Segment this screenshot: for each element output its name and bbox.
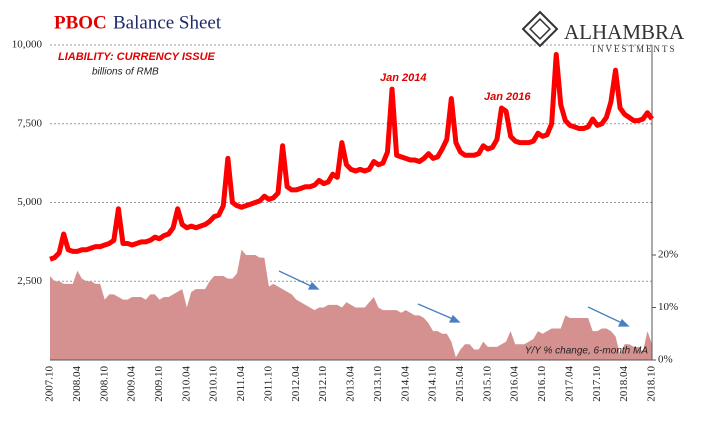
- y-tick-label: 2,500: [17, 275, 42, 287]
- units-note: billions of RMB: [92, 67, 159, 78]
- x-tick-label: 2011.10: [262, 366, 274, 402]
- logo-name: ALHAMBRA: [564, 20, 685, 44]
- y2-tick-label: 0%: [658, 354, 673, 366]
- x-tick-label: 2009.10: [153, 366, 165, 402]
- x-tick-label: 2017.04: [563, 366, 575, 402]
- series-label: LIABILITY: CURRENCY ISSUE: [58, 51, 216, 63]
- x-tick-label: 2015.10: [481, 366, 493, 402]
- x-tick-label: 2016.04: [509, 366, 521, 402]
- x-tick-label: 2008.04: [71, 366, 83, 402]
- title-part: PBOC: [54, 12, 107, 33]
- x-tick-label: 2010.04: [180, 366, 192, 402]
- x-tick-label: 2010.10: [208, 366, 220, 402]
- logo-mark: [529, 18, 551, 40]
- x-tick-label: 2014.04: [399, 366, 411, 402]
- series-label: Y/Y % change, 6-month MA: [525, 346, 649, 357]
- logo-mark: [521, 10, 559, 48]
- arrows: [278, 270, 630, 327]
- y-tick-label: 7,500: [17, 117, 42, 129]
- x-tick-label: 2014.10: [427, 366, 439, 402]
- x-tick-label: 2018.04: [618, 366, 630, 402]
- x-tick-label: 2013.10: [372, 366, 384, 402]
- x-tick-label: 2015.04: [454, 366, 466, 402]
- line: [49, 51, 655, 262]
- x-tick-label: 2007.10: [44, 366, 56, 402]
- annotation: Jan 2016: [484, 91, 531, 103]
- logo-tagline: INVESTMENTS: [592, 44, 677, 54]
- logo: ALHAMBRA INVESTMENTS: [521, 10, 685, 54]
- annotation: Jan 2014: [380, 72, 426, 84]
- y2-tick-label: 10%: [658, 301, 678, 313]
- y2-tick-label: 20%: [658, 249, 678, 261]
- title-part: Balance Sheet: [113, 12, 222, 33]
- x-tick-label: 2016.10: [536, 366, 548, 402]
- x-tick-label: 2013.04: [345, 366, 357, 402]
- x-tick-label: 2017.10: [591, 366, 603, 402]
- x-tick-label: 2008.10: [98, 366, 110, 402]
- x-tick-label: 2012.04: [290, 366, 302, 402]
- x-tick-label: 2018.10: [646, 366, 658, 402]
- x-tick-label: 2011.04: [235, 366, 247, 402]
- y-tick-label: 5,000: [17, 196, 42, 208]
- area: [50, 249, 652, 360]
- x-tick-label: 2009.04: [126, 366, 138, 402]
- y-tick-label: 10,000: [12, 39, 43, 51]
- x-tick-label: 2012.10: [317, 366, 329, 402]
